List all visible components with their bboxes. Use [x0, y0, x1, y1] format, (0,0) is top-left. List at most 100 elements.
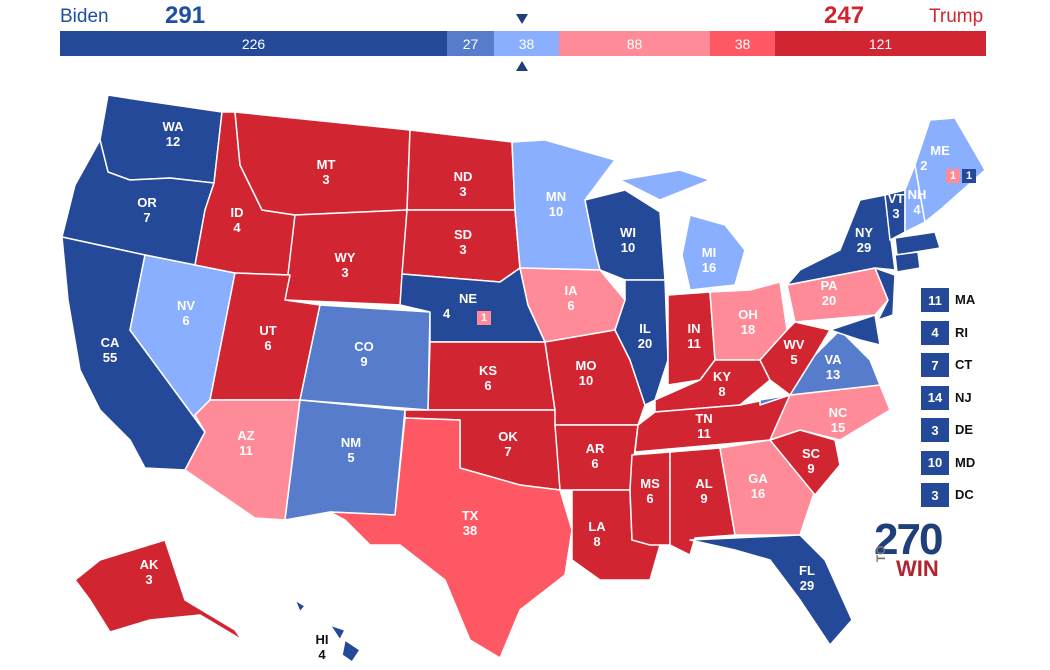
- state-label-hi: HI 4: [316, 632, 329, 662]
- state-abbr: TX: [461, 508, 479, 523]
- small-state-md[interactable]: 10 MD: [921, 450, 1011, 477]
- state-abbr: SC: [801, 446, 821, 461]
- me-district-1-box[interactable]: 1: [946, 169, 960, 183]
- small-state-nj[interactable]: 14 NJ: [921, 385, 1011, 412]
- state-abbr: ME: [930, 143, 950, 158]
- small-state-ev: 4: [921, 320, 949, 345]
- state-label-mn: MN 10: [546, 189, 566, 219]
- state-ev: 10: [578, 373, 594, 388]
- state-label-ok: OK 7: [498, 429, 518, 459]
- state-hi[interactable]: [294, 599, 361, 663]
- small-state-ri[interactable]: 4 RI: [921, 320, 1011, 347]
- state-abbr: ND: [453, 169, 473, 184]
- state-abbr: FL: [799, 563, 815, 578]
- state-ev: 9: [700, 491, 708, 506]
- state-abbr: OK: [498, 429, 518, 444]
- state-abbr: NH: [907, 187, 927, 202]
- state-wv[interactable]: [759, 321, 831, 396]
- state-ev: 11: [239, 443, 253, 458]
- state-ev: 3: [459, 242, 467, 257]
- state-abbr: ID: [230, 205, 244, 220]
- bar-seg-lean-r[interactable]: 88: [559, 31, 710, 56]
- state-tx[interactable]: [329, 417, 573, 659]
- state-ev: 13: [825, 367, 841, 382]
- state-label-az: AZ 11: [237, 428, 254, 458]
- state-ev: 2: [920, 158, 928, 173]
- state-ev: 3: [892, 206, 900, 221]
- state-label-sd: SD 3: [454, 227, 472, 257]
- small-state-de[interactable]: 3 DE: [921, 418, 1011, 444]
- state-label-mo: MO 10: [576, 358, 597, 388]
- state-ev: 6: [567, 298, 575, 313]
- state-abbr: WA: [162, 119, 184, 134]
- state-label-mi: MI 16: [702, 245, 716, 275]
- small-state-ma[interactable]: 11 MA: [921, 288, 1011, 314]
- state-abbr: IA: [564, 283, 578, 298]
- state-md[interactable]: [829, 314, 881, 346]
- state-nj[interactable]: [874, 267, 896, 321]
- state-abbr: MT: [316, 157, 336, 172]
- bar-seg-safe-d[interactable]: 226: [60, 31, 447, 56]
- state-ev: 11: [697, 426, 711, 441]
- state-abbr: MN: [545, 189, 567, 204]
- state-abbr: SD: [453, 227, 473, 242]
- state-label-or: OR 7: [137, 195, 157, 225]
- dem-total: 291: [165, 2, 206, 29]
- state-ev: 8: [718, 384, 726, 399]
- state-abbr: KS: [478, 363, 498, 378]
- state-label-mt: MT 3: [317, 157, 336, 187]
- state-ev: 55: [102, 350, 118, 365]
- state-label-nd: ND 3: [454, 169, 473, 199]
- state-label-ga: GA 16: [748, 471, 768, 501]
- state-az[interactable]: [184, 399, 301, 521]
- state-label-va: VA 13: [824, 352, 841, 382]
- state-label-il: IL 20: [638, 321, 652, 351]
- state-abbr: WV: [783, 337, 805, 352]
- state-label-nm: NM 5: [341, 435, 361, 465]
- state-abbr: UT: [259, 323, 277, 338]
- state-ev: 10: [548, 204, 564, 219]
- ne-district-box[interactable]: 1: [477, 311, 491, 325]
- small-state-ev: 3: [921, 483, 949, 507]
- state-label-vt: VT 3: [888, 191, 905, 221]
- rep-candidate-name: Trump: [929, 6, 984, 27]
- state-il[interactable]: [614, 279, 669, 406]
- state-ev: 20: [821, 293, 837, 308]
- small-state-dc[interactable]: 3 DC: [921, 483, 1011, 509]
- state-abbr: WI: [620, 225, 636, 240]
- state-abbr: KY: [712, 369, 732, 384]
- state-label-ne: NE 4: [443, 291, 477, 321]
- rep-total: 247: [824, 2, 865, 29]
- state-abbr: NV: [176, 298, 196, 313]
- state-label-ia: IA 6: [565, 283, 578, 313]
- logo-to: TO: [874, 545, 888, 562]
- state-ct[interactable]: [894, 251, 921, 273]
- small-state-ct[interactable]: 7 CT: [921, 353, 1011, 379]
- bar-seg-likely-r[interactable]: 38: [710, 31, 775, 56]
- state-abbr: VT: [887, 191, 905, 206]
- small-state-abbr: MD: [955, 454, 976, 470]
- me-district-2-box[interactable]: 1: [962, 169, 976, 183]
- state-label-in: IN 11: [687, 321, 701, 351]
- state-abbr: AR: [585, 441, 605, 456]
- state-abbr: AK: [139, 557, 159, 572]
- bar-seg-likely-d[interactable]: 27: [447, 31, 494, 56]
- state-wa[interactable]: [99, 94, 223, 184]
- state-label-ks: KS 6: [479, 363, 497, 393]
- small-state-ev: 7: [921, 353, 949, 377]
- small-state-abbr: DC: [955, 487, 974, 502]
- bar-seg-lean-d[interactable]: 38: [494, 31, 559, 56]
- state-label-ak: AK 3: [140, 557, 159, 587]
- small-state-abbr: DE: [955, 422, 974, 437]
- state-ak[interactable]: [74, 539, 243, 641]
- state-ma[interactable]: [894, 231, 941, 256]
- us-electoral-map: [61, 94, 986, 663]
- state-mi[interactable]: [619, 169, 746, 291]
- state-abbr: OH: [738, 307, 758, 322]
- bar-seg-safe-r[interactable]: 121: [775, 31, 986, 56]
- state-ev: 16: [750, 486, 766, 501]
- state-fl[interactable]: [689, 534, 853, 646]
- state-abbr: IL: [639, 321, 651, 336]
- state-ev: 4: [233, 220, 241, 235]
- state-abbr: CA: [100, 335, 120, 350]
